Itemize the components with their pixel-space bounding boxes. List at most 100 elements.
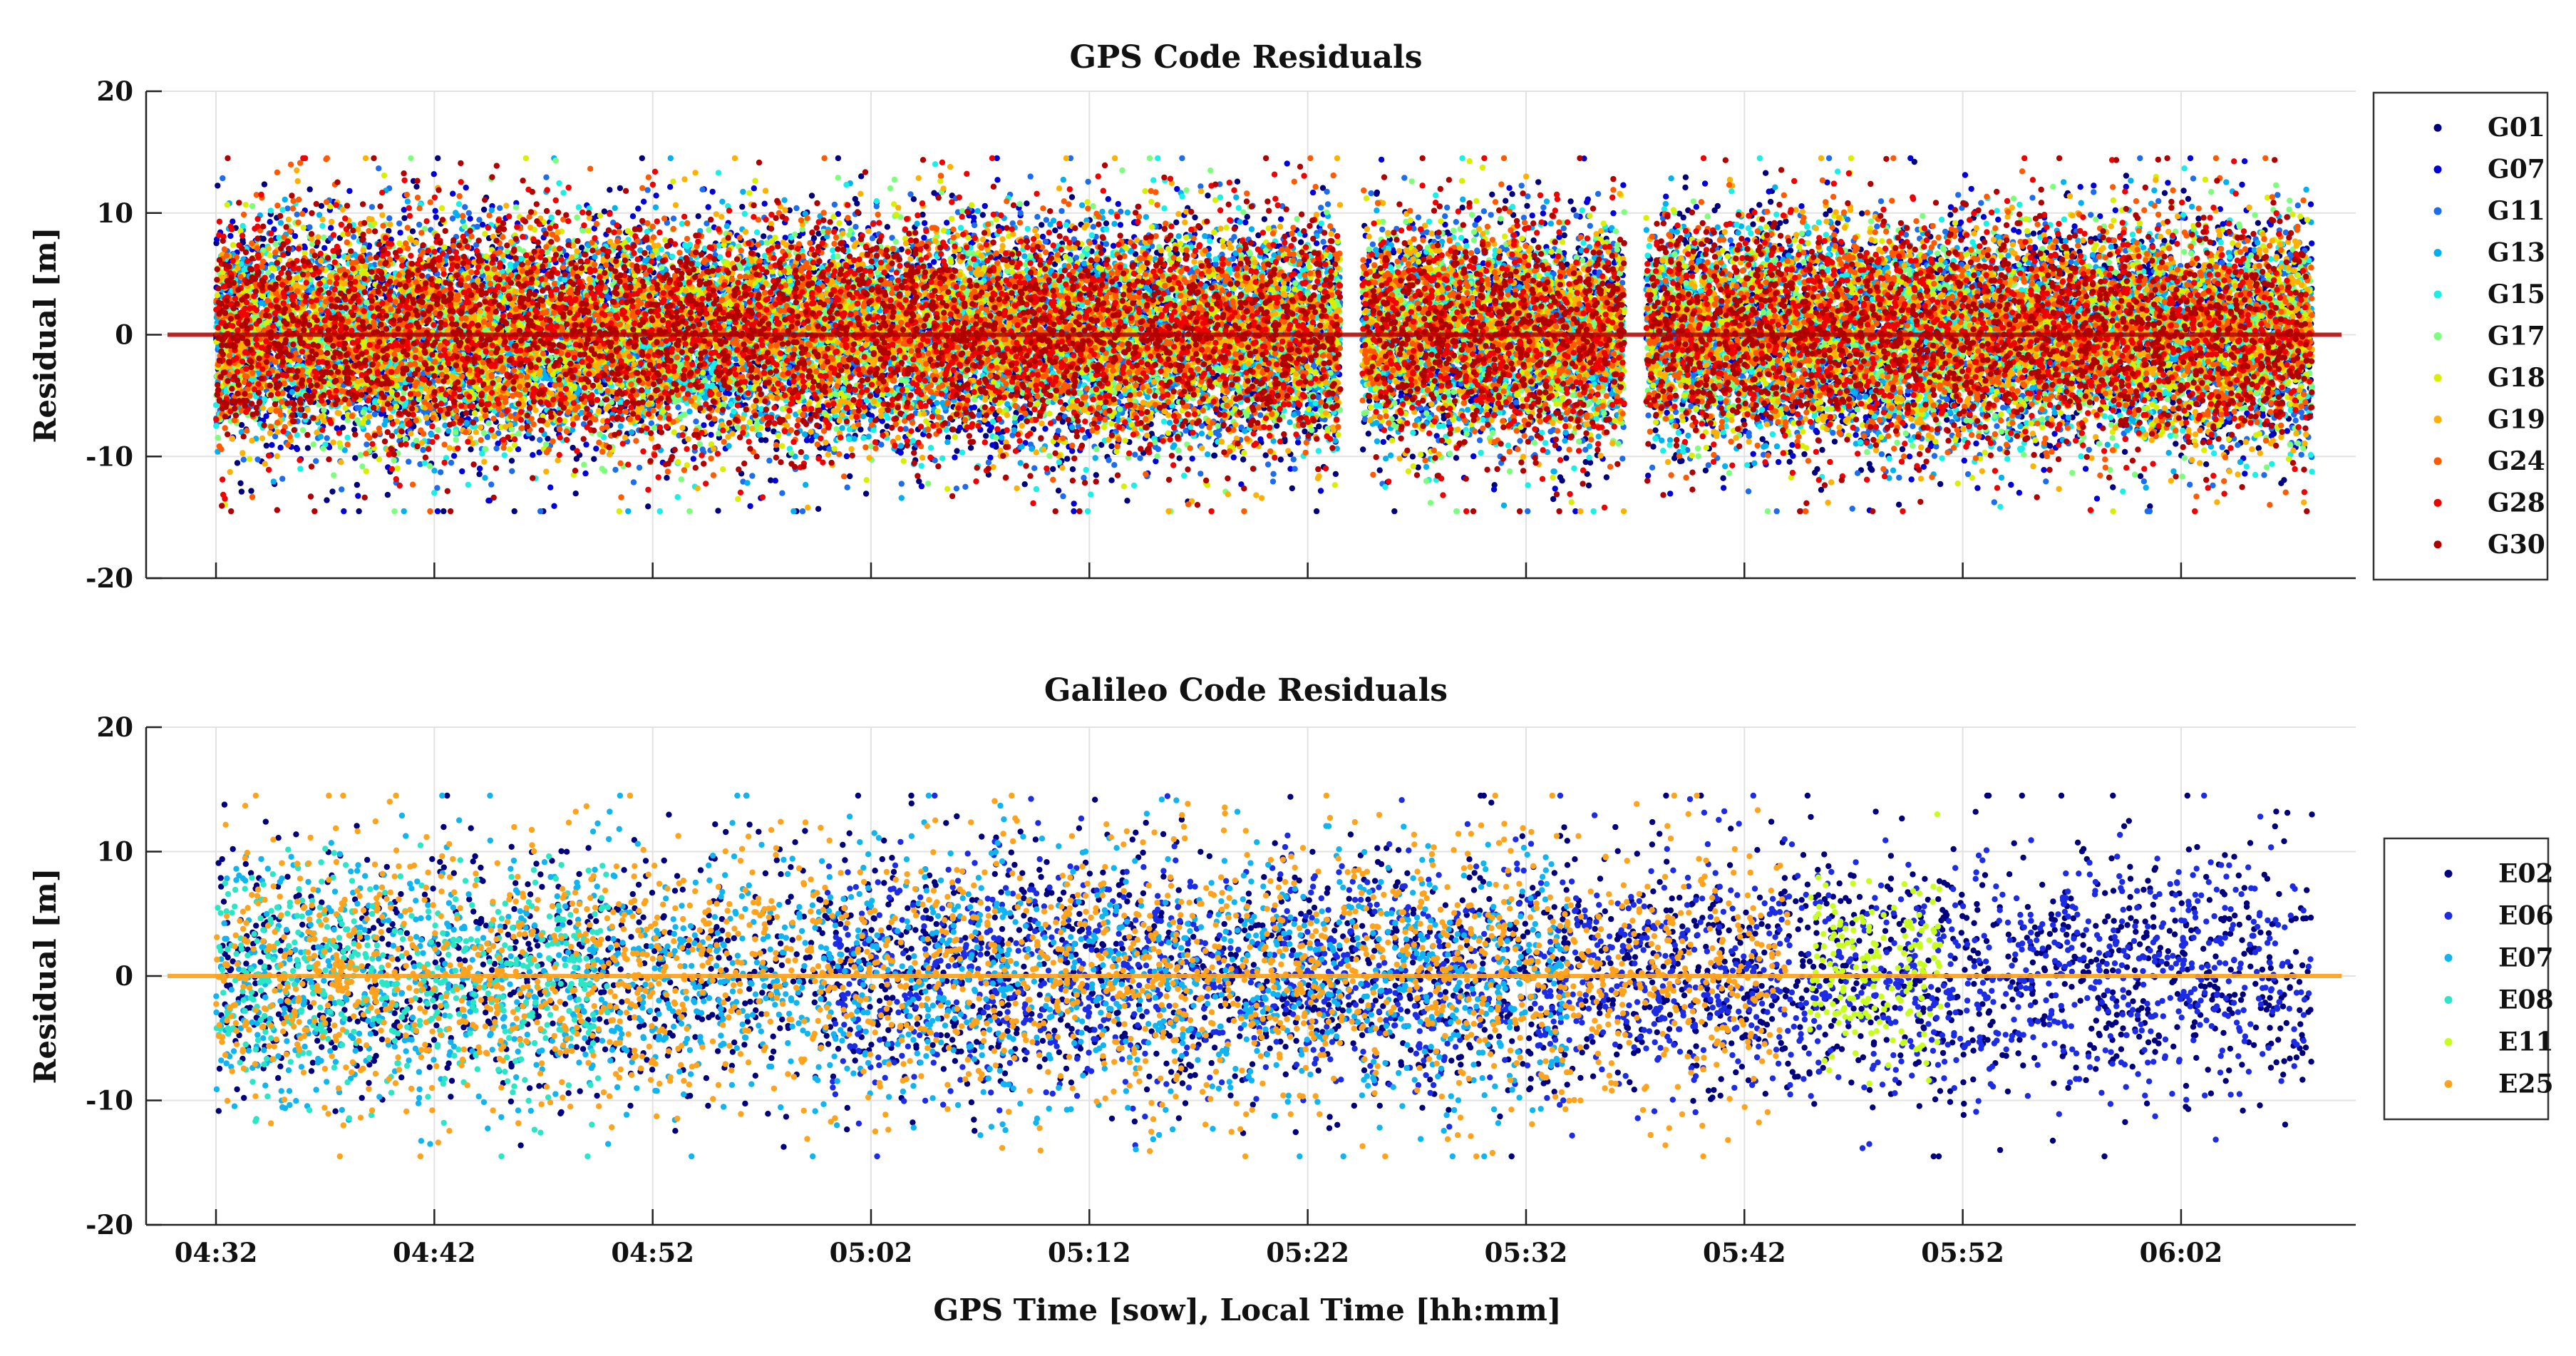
- data-point-g01: [1365, 431, 1372, 437]
- data-point-g01: [1068, 194, 1076, 200]
- data-point-g07: [2309, 240, 2315, 247]
- data-point-g07: [1663, 193, 1669, 200]
- data-point-g01: [263, 442, 269, 449]
- data-point-g01: [1277, 456, 1284, 463]
- data-point-g01: [1360, 446, 1366, 453]
- data-point-g01: [1819, 446, 1825, 453]
- data-point-g01: [1650, 443, 1657, 450]
- data-point-g01: [919, 211, 926, 218]
- data-point-g01: [409, 228, 416, 235]
- data-point-g01: [480, 206, 488, 213]
- data-point-g01: [238, 488, 245, 495]
- data-point-g01: [1509, 191, 1515, 197]
- data-point-g01: [1453, 455, 1460, 461]
- data-point-g01: [815, 505, 822, 512]
- data-point-g01: [1561, 232, 1567, 239]
- data-point-g01: [1812, 469, 1818, 476]
- data-point-g01: [758, 436, 765, 443]
- data-point-g01: [1376, 467, 1383, 473]
- data-point-g01: [862, 490, 870, 497]
- data-point-g01: [2161, 190, 2168, 196]
- data-point-g01: [979, 212, 986, 218]
- data-point-g01: [401, 215, 408, 222]
- data-point-g01: [1680, 214, 1686, 221]
- data-point-g01: [476, 471, 483, 478]
- data-point-g01: [664, 475, 670, 481]
- data-point-g01: [1409, 453, 1416, 460]
- data-point-g01: [573, 456, 580, 462]
- data-point-g01: [2137, 473, 2144, 479]
- data-point-g07: [547, 484, 554, 490]
- data-point-g01: [1524, 202, 1530, 209]
- data-point-g01: [1374, 190, 1380, 197]
- data-point-g01: [1801, 451, 1808, 458]
- data-point-g01: [607, 187, 613, 193]
- data-point-g01: [1786, 458, 1793, 465]
- data-point-g01: [1783, 218, 1789, 225]
- data-point-g01: [1051, 261, 1058, 267]
- data-point-g01: [1777, 220, 1783, 227]
- data-point-g01: [356, 508, 362, 515]
- data-point-g01: [413, 183, 420, 190]
- data-point-g01: [1947, 212, 1954, 218]
- data-point-g01: [386, 227, 392, 234]
- data-point-g01: [1530, 237, 1537, 244]
- data-point-g01: [1767, 198, 1774, 205]
- data-point-g01: [808, 192, 815, 199]
- data-point-g01: [858, 173, 865, 180]
- data-point-g01: [215, 183, 221, 189]
- data-point-g01: [1176, 455, 1183, 461]
- data-point-g01: [1682, 174, 1689, 180]
- data-point-g01: [2173, 441, 2179, 447]
- data-point-g01: [2281, 477, 2287, 483]
- data-point-g01: [1093, 472, 1100, 478]
- data-point-g01: [1192, 214, 1198, 221]
- data-point-g01: [1711, 207, 1718, 214]
- data-point-g01: [2185, 195, 2192, 202]
- data-point-g01: [2161, 237, 2168, 244]
- data-point-g07: [1620, 182, 1627, 188]
- data-point-g01: [1021, 481, 1028, 488]
- data-point-g01: [354, 481, 361, 488]
- data-point-g01: [1937, 481, 1944, 488]
- data-point-g01: [1297, 239, 1304, 245]
- data-point-g01: [384, 491, 391, 498]
- data-point-g07: [2242, 471, 2248, 477]
- data-point-g01: [852, 195, 859, 202]
- data-point-g01: [1831, 438, 1838, 445]
- data-point-g01: [1585, 482, 1592, 489]
- data-point-g01: [857, 426, 864, 433]
- data-point-g01: [1570, 207, 1577, 213]
- data-point-g01: [1064, 456, 1071, 462]
- data-point-g07: [294, 446, 301, 453]
- data-point-g07: [2241, 158, 2248, 165]
- data-point-g01: [645, 503, 651, 510]
- data-point-g01: [954, 448, 960, 454]
- data-point-g07: [1110, 242, 1117, 249]
- data-point-g01: [695, 213, 701, 220]
- data-point-g07: [2082, 466, 2089, 472]
- data-point-g01: [1895, 501, 1902, 508]
- data-point-g01: [248, 488, 254, 494]
- data-point-g01: [1391, 508, 1398, 515]
- data-point-g01: [1234, 178, 1241, 185]
- data-point-g01: [761, 233, 767, 240]
- data-point-g01: [944, 434, 952, 441]
- data-point-g01: [304, 445, 311, 451]
- data-point-g01: [1108, 443, 1115, 450]
- data-point-g01: [1676, 458, 1684, 465]
- data-point-g07: [690, 456, 696, 462]
- data-point-g07: [708, 431, 714, 438]
- data-point-g07: [667, 184, 674, 190]
- data-point-g01: [1108, 477, 1115, 483]
- data-point-g01: [306, 186, 313, 192]
- data-point-g01: [2030, 230, 2037, 237]
- data-point-g07: [459, 468, 465, 475]
- data-point-g01: [1459, 205, 1465, 211]
- data-point-g01: [1013, 409, 1019, 416]
- data-point-g01: [2092, 235, 2098, 242]
- data-point-g01: [1567, 198, 1574, 205]
- data-point-g01: [2123, 173, 2130, 179]
- data-point-g01: [1535, 179, 1542, 185]
- data-point-g01: [1702, 467, 1709, 474]
